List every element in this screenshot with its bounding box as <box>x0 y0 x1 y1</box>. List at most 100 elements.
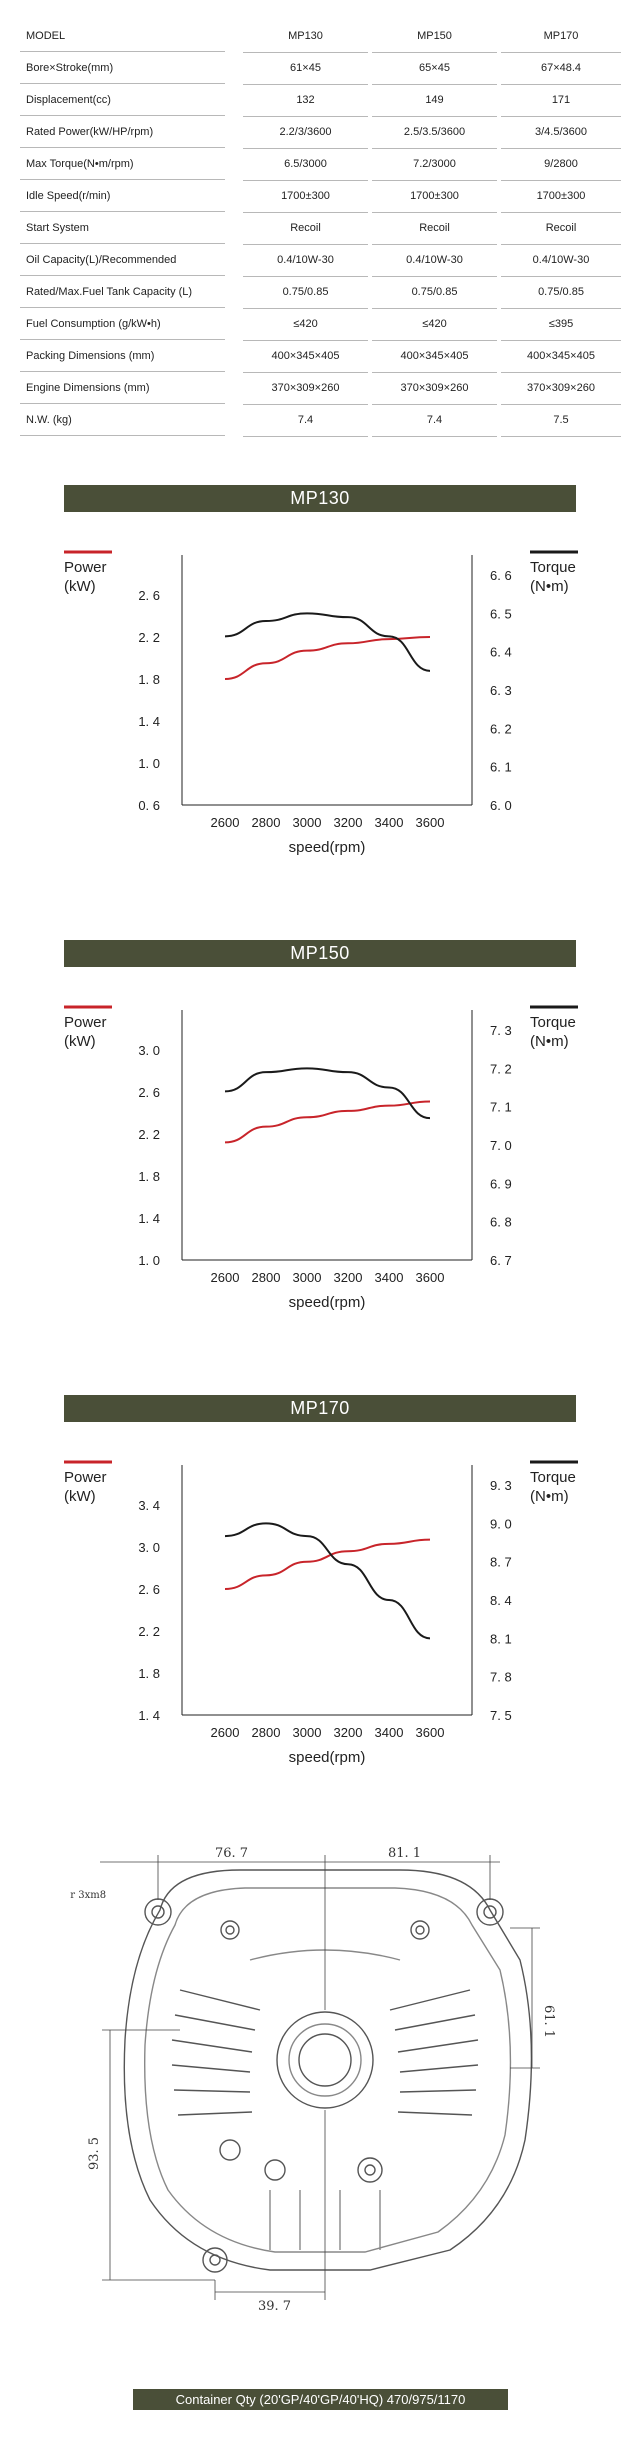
spec-cell: 132 <box>243 84 368 117</box>
spec-cell: 171 <box>501 84 621 117</box>
chart-mp170: 2600 2800 3000 3200 3400 3600 1. 4 1. 8 2. 2 2. 6… <box>0 1440 640 1770</box>
spec-cell: 0.75/0.85 <box>243 276 368 309</box>
right-tick-label: 7. 5 <box>490 1708 512 1723</box>
torque-series-line <box>224 1522 431 1640</box>
left-tick-label: 1. 8 <box>138 1169 160 1184</box>
power-series-line <box>224 1538 431 1590</box>
chart-mp150: 2600 2800 3000 3200 3400 3600 1. 0 1. 4 1. 8 2. 2… <box>0 985 640 1315</box>
spec-cell: 65×45 <box>372 52 497 85</box>
left-tick-label: 3. 4 <box>138 1498 160 1513</box>
right-axis-label: Torque <box>530 1014 576 1031</box>
engine-crankcase-drawing: 76. 7 81. 1 61. 1 93. 5 39. 7 3xΦ8.7 or … <box>25 1840 570 2320</box>
spec-cell: 0.4/10W-30 <box>243 244 368 277</box>
spec-cell: 0.4/10W-30 <box>501 244 621 277</box>
x-axis-label: speed(rpm) <box>289 839 366 856</box>
torque-series-line <box>224 612 431 672</box>
chart-title-mp170: MP170 <box>64 1395 576 1422</box>
spec-cell: ≤395 <box>501 308 621 341</box>
spec-cell: ≤420 <box>372 308 497 341</box>
crankcase-outline-icon: 76. 7 81. 1 61. 1 93. 5 39. 7 3xΦ8.7 or … <box>25 1846 556 2314</box>
x-axis-label: speed(rpm) <box>289 1749 366 1766</box>
spec-row-label: Oil Capacity(L)/Recommended <box>20 244 225 276</box>
chart-svg: 2600 2800 3000 3200 3400 3600 1. 0 1. 4 1. 8 2. 2… <box>64 1005 578 1311</box>
x-tick-label: 2600 <box>211 815 240 830</box>
spec-cell: 1700±300 <box>372 180 497 213</box>
spec-row: Engine Dimensions (mm) 370×309×260 370×309… <box>20 372 621 405</box>
spec-row-label: Idle Speed(r/min) <box>20 180 225 212</box>
hole-note: 3xΦ8.7 or 3xm8 <box>70 1890 106 1901</box>
left-tick-label: 3. 0 <box>138 1043 160 1058</box>
spec-cell: 400×345×405 <box>372 340 497 373</box>
spec-row: Bore×Stroke(mm) 61×45 65×45 67×48.4 <box>20 52 621 85</box>
spec-cell: ≤420 <box>243 308 368 341</box>
spec-row: Rated/Max.Fuel Tank Capacity (L) 0.75/0.8… <box>20 276 621 309</box>
chart-title-mp150: MP150 <box>64 940 576 967</box>
left-tick-label: 0. 6 <box>138 798 160 813</box>
spec-cell: 0.75/0.85 <box>372 276 497 309</box>
spec-cell: 7.5 <box>501 404 621 437</box>
left-tick-label: 2. 2 <box>138 1127 160 1142</box>
x-tick-label: 3400 <box>375 1270 404 1285</box>
spec-cell: 2.5/3.5/3600 <box>372 116 497 149</box>
right-tick-label: 6. 8 <box>490 1215 512 1230</box>
right-tick-label: 8. 1 <box>490 1631 512 1646</box>
spec-cell: 7.2/3000 <box>372 148 497 181</box>
left-tick-label: 2. 6 <box>138 1582 160 1597</box>
spec-row: Max Torque(N•m/rpm) 6.5/3000 7.2/3000 9/280… <box>20 148 621 181</box>
spec-cell: 370×309×260 <box>372 372 497 405</box>
left-tick-label: 2. 6 <box>138 1085 160 1100</box>
left-axis-label: Power <box>64 1014 107 1031</box>
right-tick-label: 6. 9 <box>490 1176 512 1191</box>
dim-left: 93. 5 <box>87 2137 102 2170</box>
left-tick-label: 2. 2 <box>138 630 160 645</box>
spec-row: Fuel Consumption (g/kW•h) ≤420 ≤420 ≤395 <box>20 308 621 341</box>
x-axis-label: speed(rpm) <box>289 1294 366 1311</box>
container-qty-banner: Container Qty (20'GP/40'GP/40'HQ) 470/97… <box>133 2389 508 2410</box>
spec-row-label: Bore×Stroke(mm) <box>20 52 225 84</box>
x-tick-label: 2600 <box>211 1270 240 1285</box>
power-series-line <box>224 1100 431 1144</box>
chart-mp130: 2600 2800 3000 3200 3400 3600 0. 6 1. 0 1. 4 1. 8… <box>0 530 640 860</box>
right-tick-label: 6. 6 <box>490 568 512 583</box>
left-tick-label: 1. 4 <box>138 714 160 729</box>
left-tick-label: 1. 4 <box>138 1708 160 1723</box>
dim-bottom: 39. 7 <box>258 2299 291 2314</box>
x-tick-label: 3000 <box>293 815 322 830</box>
spec-cell: 2.2/3/3600 <box>243 116 368 149</box>
spec-cell: 7.4 <box>243 404 368 437</box>
spec-row-label: Rated/Max.Fuel Tank Capacity (L) <box>20 276 225 308</box>
spec-header-cell: MP130 <box>243 20 368 53</box>
spec-cell: 370×309×260 <box>243 372 368 405</box>
spec-row: N.W. (kg) 7.4 7.4 7.5 <box>20 404 621 437</box>
spec-header-cell: MP150 <box>372 20 497 53</box>
power-series-line <box>224 636 431 680</box>
left-tick-label: 3. 0 <box>138 1540 160 1555</box>
spec-header-cell: MODEL <box>20 20 225 52</box>
right-tick-label: 9. 3 <box>490 1478 512 1493</box>
right-axis-label: (N•m) <box>530 578 569 595</box>
x-tick-label: 3600 <box>416 1270 445 1285</box>
spec-row: Start System Recoil Recoil Recoil <box>20 212 621 245</box>
right-tick-label: 7. 1 <box>490 1100 512 1115</box>
spec-cell: 400×345×405 <box>243 340 368 373</box>
right-tick-label: 8. 7 <box>490 1555 512 1570</box>
spec-cell: 1700±300 <box>501 180 621 213</box>
spec-row: Idle Speed(r/min) 1700±300 1700±300 1700±30… <box>20 180 621 213</box>
left-axis-label: Power <box>64 1469 107 1486</box>
spec-table: MODEL MP130 MP150 MP170 Bore×Stroke(mm) 61×45… <box>20 20 621 437</box>
spec-cell: 67×48.4 <box>501 52 621 85</box>
right-tick-label: 7. 3 <box>490 1023 512 1038</box>
spec-row-label: Rated Power(kW/HP/rpm) <box>20 116 225 148</box>
left-axis-label: Power <box>64 559 107 576</box>
x-tick-label: 3200 <box>334 1270 363 1285</box>
torque-series-line <box>224 1067 431 1120</box>
right-tick-label: 6. 2 <box>490 721 512 736</box>
right-tick-label: 6. 0 <box>490 798 512 813</box>
spec-cell: 0.75/0.85 <box>501 276 621 309</box>
x-tick-label: 2800 <box>252 815 281 830</box>
x-tick-label: 2800 <box>252 1270 281 1285</box>
x-tick-label: 3400 <box>375 1725 404 1740</box>
right-tick-label: 7. 0 <box>490 1138 512 1153</box>
x-tick-label: 2600 <box>211 1725 240 1740</box>
spec-cell: 1700±300 <box>243 180 368 213</box>
